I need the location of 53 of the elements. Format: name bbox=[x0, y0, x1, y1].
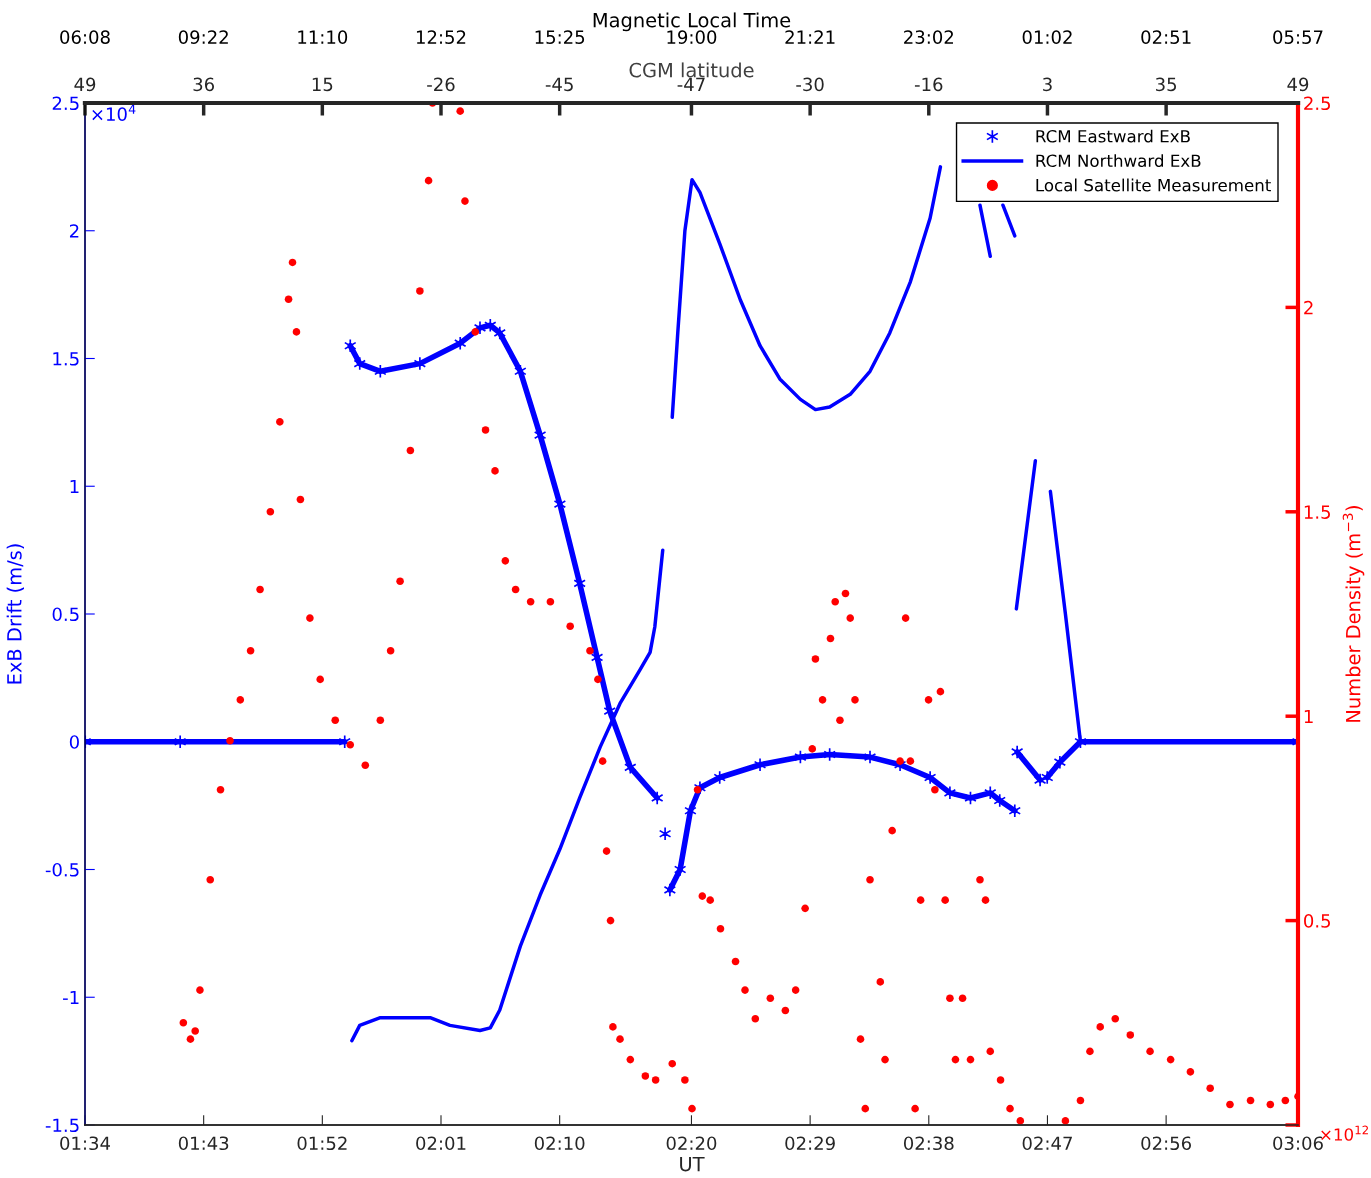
x-tick-label: 01:43 bbox=[178, 1136, 229, 1151]
text: 49 bbox=[1287, 77, 1309, 92]
text: 06:08 bbox=[60, 30, 110, 44]
text: -47 bbox=[677, 77, 705, 91]
x-tick-label: 02:56 bbox=[1141, 1136, 1191, 1151]
text: 15:25 bbox=[535, 30, 585, 44]
text: 11:10 bbox=[298, 30, 348, 44]
y-tick-label: 2 bbox=[69, 224, 79, 238]
annotation: ×10$^{4}$ bbox=[92, 104, 136, 121]
text: 01:02 bbox=[1022, 30, 1072, 44]
text: 12:52 bbox=[416, 30, 466, 44]
y-tick-label: 2.5 bbox=[52, 96, 79, 111]
x-tick-label: 02:29 bbox=[785, 1136, 835, 1151]
text: -26 bbox=[427, 77, 455, 92]
text: 15 bbox=[312, 77, 333, 92]
y2-tick-label: 0.5 bbox=[1304, 914, 1330, 928]
text: -30 bbox=[796, 77, 824, 92]
y-tick-label: 1 bbox=[70, 479, 79, 494]
y2-tick-label: 2 bbox=[1304, 300, 1313, 315]
text: 05:57 bbox=[1273, 30, 1323, 44]
text: 02:51 bbox=[1141, 30, 1191, 44]
y-axis-title: ExB Drift (m/s) bbox=[6, 544, 24, 684]
y-tick-label: 0 bbox=[69, 735, 79, 749]
y2-tick-label: 1 bbox=[1304, 709, 1313, 724]
text: 23:02 bbox=[904, 30, 953, 44]
x-tick-label: 02:10 bbox=[534, 1136, 585, 1151]
x-tick-label: 02:47 bbox=[1022, 1136, 1072, 1151]
x-tick-label: 02:01 bbox=[416, 1136, 466, 1151]
text: -45 bbox=[545, 77, 573, 92]
x-axis-title: UT bbox=[680, 1156, 705, 1172]
text: 21:21 bbox=[785, 30, 835, 44]
text: 36 bbox=[193, 77, 215, 92]
text: 3 bbox=[1043, 77, 1052, 92]
y-tick-label: -1 bbox=[63, 990, 79, 1005]
y2-tick-label: 2.5 bbox=[1304, 96, 1330, 111]
y-tick-label: 0.5 bbox=[52, 607, 79, 622]
text: 49 bbox=[74, 77, 96, 92]
text: -16 bbox=[914, 77, 943, 92]
y-tick-label: 1.5 bbox=[53, 352, 79, 366]
x-tick-label: 01:34 bbox=[60, 1136, 110, 1151]
x-tick-label: 02:38 bbox=[903, 1136, 954, 1151]
text: CGM latitude bbox=[629, 62, 754, 78]
y2-tick-label: 1.5 bbox=[1304, 505, 1330, 519]
text: 35 bbox=[1156, 77, 1177, 92]
y2-axis-title: Number Density (m$^{−3}$) bbox=[1342, 506, 1365, 722]
text: 19:00 bbox=[667, 30, 717, 44]
x-tick-label: 03:06 bbox=[1273, 1136, 1323, 1151]
x-tick-label: 01:52 bbox=[297, 1136, 347, 1151]
x-tick-label: 02:20 bbox=[666, 1136, 717, 1151]
y-tick-label: -0.5 bbox=[45, 862, 79, 877]
y-tick-label: -1.5 bbox=[45, 1118, 79, 1133]
text: ×10$^{12}$ bbox=[1321, 1125, 1368, 1141]
text: 09:22 bbox=[178, 30, 228, 44]
